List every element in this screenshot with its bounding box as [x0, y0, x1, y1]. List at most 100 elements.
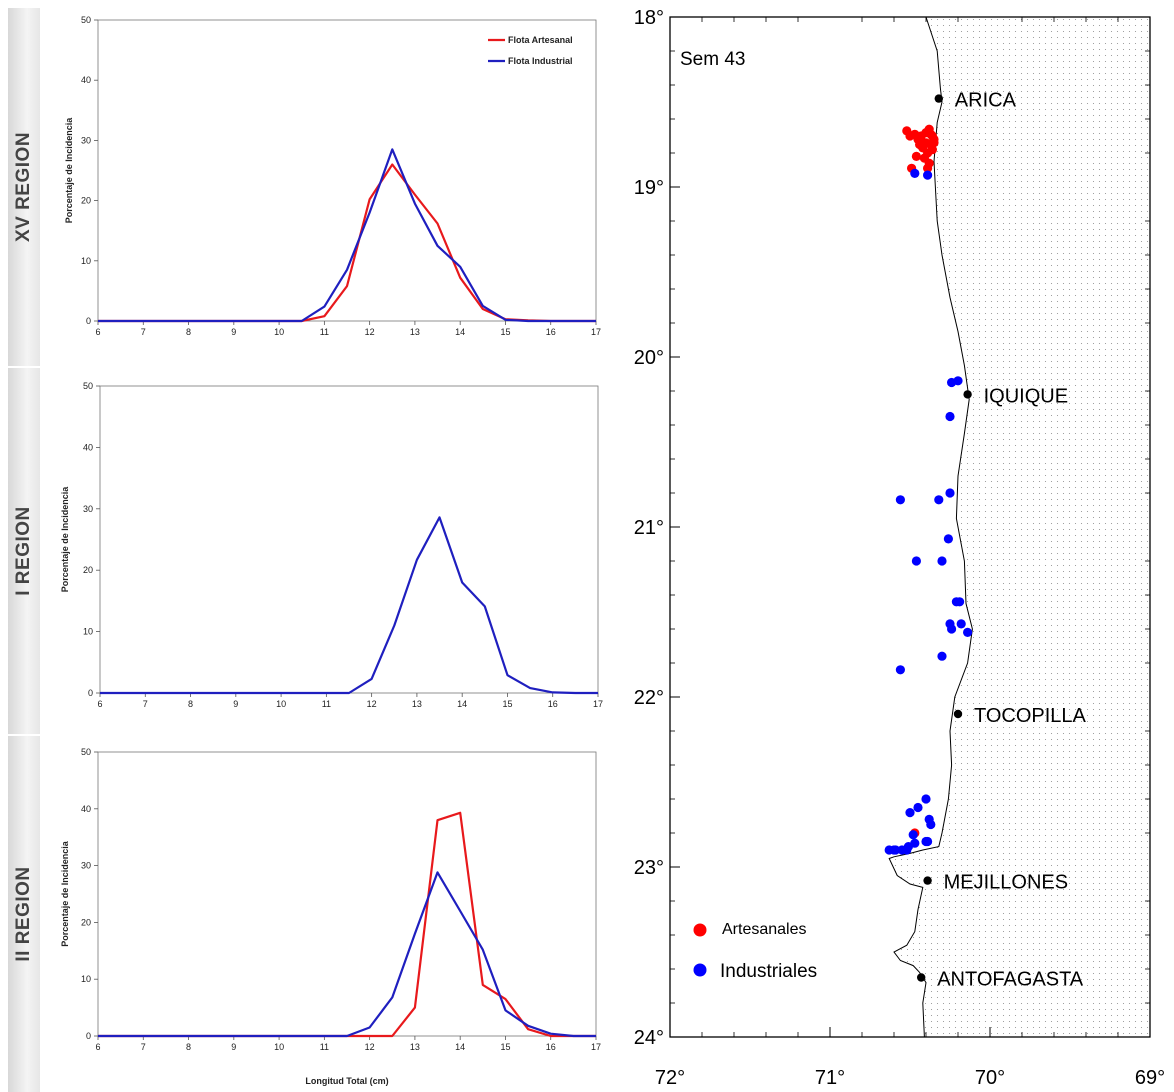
x-tick-label: 7 [141, 327, 146, 337]
x-tick-label: 14 [457, 699, 467, 709]
y-tick-label: 40 [83, 442, 93, 452]
lat-tick-label: 20° [634, 347, 664, 369]
points-artesanales [902, 124, 939, 838]
catch-point [911, 556, 921, 566]
y-tick-label: 30 [83, 504, 93, 514]
city-label: ARICA [955, 90, 1017, 112]
catch-point [963, 627, 973, 638]
plot-area: 0 10 20 30 40 50 6 7 8 9 10 11 12 13 14 15 16 17 Porcentaj… [60, 747, 601, 1086]
city-label: ANTOFAGASTA [937, 969, 1084, 991]
city-label: MEJILLONES [944, 872, 1068, 894]
legend-label-2: Industriales [720, 961, 817, 982]
catch-point [947, 624, 957, 634]
x-tick-label: 9 [231, 1042, 236, 1052]
y-tick-label: 50 [81, 747, 91, 757]
catch-point [897, 845, 907, 855]
x-tick-label: 6 [97, 699, 102, 709]
legend-marker-1 [693, 923, 707, 937]
chart-xv-region: 0 10 20 30 40 50 6 7 8 9 10 11 12 13 14 15 16 17 Porcentaj… [64, 15, 601, 337]
x-tick-label: 13 [410, 1042, 420, 1052]
catch-point [923, 836, 933, 847]
y-tick-label: 40 [81, 75, 91, 85]
x-tick-label: 15 [500, 327, 510, 337]
series-line-1 [98, 163, 596, 323]
y-tick-label: 30 [81, 861, 91, 871]
catch-point [934, 495, 944, 505]
x-tick-label: 13 [412, 699, 422, 709]
series-line-1 [98, 811, 596, 1038]
catch-point [926, 819, 936, 830]
lat-tick-label: 19° [634, 177, 664, 199]
lat-tick-label: 21° [634, 517, 664, 539]
catch-point [923, 163, 933, 173]
x-tick-label: 16 [546, 1042, 556, 1052]
y-tick-label: 20 [81, 917, 91, 927]
catch-point [929, 138, 939, 148]
x-tick-label: 9 [233, 699, 238, 709]
x-tick-label: 17 [591, 1042, 601, 1052]
x-tick-label: 12 [365, 327, 375, 337]
region-band-i: I REGION [8, 368, 40, 734]
region-band-ii: II REGION [8, 736, 40, 1092]
chart-panel-i: I REGION 0 10 20 30 40 50 6 7 8 9 10 11 12 13 14 15 16 17… [8, 368, 606, 734]
catch-point [913, 802, 923, 813]
series-line-2 [98, 871, 596, 1038]
series-line-2 [98, 148, 596, 323]
catch-location-map: 18° 19° 20° 21° 22° 23° 24° 72° 71° 70° 69° Sem 43 A… [634, 7, 1165, 1089]
city-marker [953, 709, 963, 719]
catch-point [908, 830, 918, 840]
land-area [889, 17, 1150, 1037]
plot-frame [97, 751, 597, 1037]
legend-label-1: Artesanales [722, 921, 807, 938]
x-tick-label: 10 [274, 327, 284, 337]
y-tick-label: 30 [81, 135, 91, 145]
chart-i-region: 0 10 20 30 40 50 6 7 8 9 10 11 12 13 14 15 16 17 Porcentaj… [60, 381, 603, 709]
x-tick-label: 11 [320, 327, 329, 337]
x-tick-label: 17 [591, 327, 601, 337]
x-tick-label: 10 [274, 1042, 284, 1052]
x-tick-label: 11 [322, 699, 331, 709]
x-tick-label: 6 [95, 327, 100, 337]
x-tick-label: 8 [188, 699, 193, 709]
legend-marker-2 [693, 963, 707, 977]
y-tick-label: 10 [81, 256, 91, 266]
y-tick-label: 40 [81, 804, 91, 814]
city-marker [917, 973, 926, 982]
x-tick-label: 7 [141, 1042, 146, 1052]
lat-tick-label: 18° [634, 7, 664, 29]
catch-point [923, 170, 933, 180]
x-tick-label: 17 [593, 699, 603, 709]
city-marker [934, 94, 943, 103]
chart-ii-region: 0 10 20 30 40 50 6 7 8 9 10 11 12 13 14 15 16 17 Porcentaj… [60, 747, 601, 1086]
lat-tick-label: 24° [634, 1027, 664, 1049]
y-tick-label: 0 [86, 316, 91, 326]
city-label: IQUIQUE [984, 385, 1068, 407]
x-tick-label: 14 [455, 1042, 465, 1052]
x-tick-label: 11 [320, 1042, 329, 1052]
lon-tick-label: 72° [655, 1067, 685, 1089]
x-axis-label: Longitud Total (cm) [305, 1076, 388, 1086]
catch-point [945, 411, 955, 422]
city-label: TOCOPILLA [974, 705, 1087, 727]
catch-point [884, 845, 894, 855]
catch-point [911, 151, 921, 161]
y-tick-label: 10 [83, 627, 93, 637]
x-tick-label: 15 [500, 1042, 510, 1052]
plot-area: 0 10 20 30 40 50 6 7 8 9 10 11 12 13 14 15 16 17 Porcentaj… [60, 381, 603, 709]
lon-tick-label: 69° [1135, 1067, 1165, 1089]
city-marker [963, 390, 972, 399]
plot-frame [99, 385, 599, 694]
x-tick-label: 8 [186, 327, 191, 337]
map-legend: Artesanales Industriales [693, 921, 817, 982]
x-tick-label: 15 [502, 699, 512, 709]
coastline [888, 16, 973, 1038]
y-axis-label: Porcentaje de Incidencia [60, 486, 70, 593]
catch-point [937, 651, 947, 661]
catch-point [895, 665, 905, 675]
catch-point [905, 808, 915, 818]
map-title: Sem 43 [680, 49, 745, 70]
legend-label-1: Flota Artesanal [508, 35, 573, 45]
chart-legend: Flota Artesanal Flota Industrial [488, 35, 573, 66]
region-band-xv: XV REGION [8, 8, 40, 366]
lat-tick-label: 22° [634, 687, 664, 709]
